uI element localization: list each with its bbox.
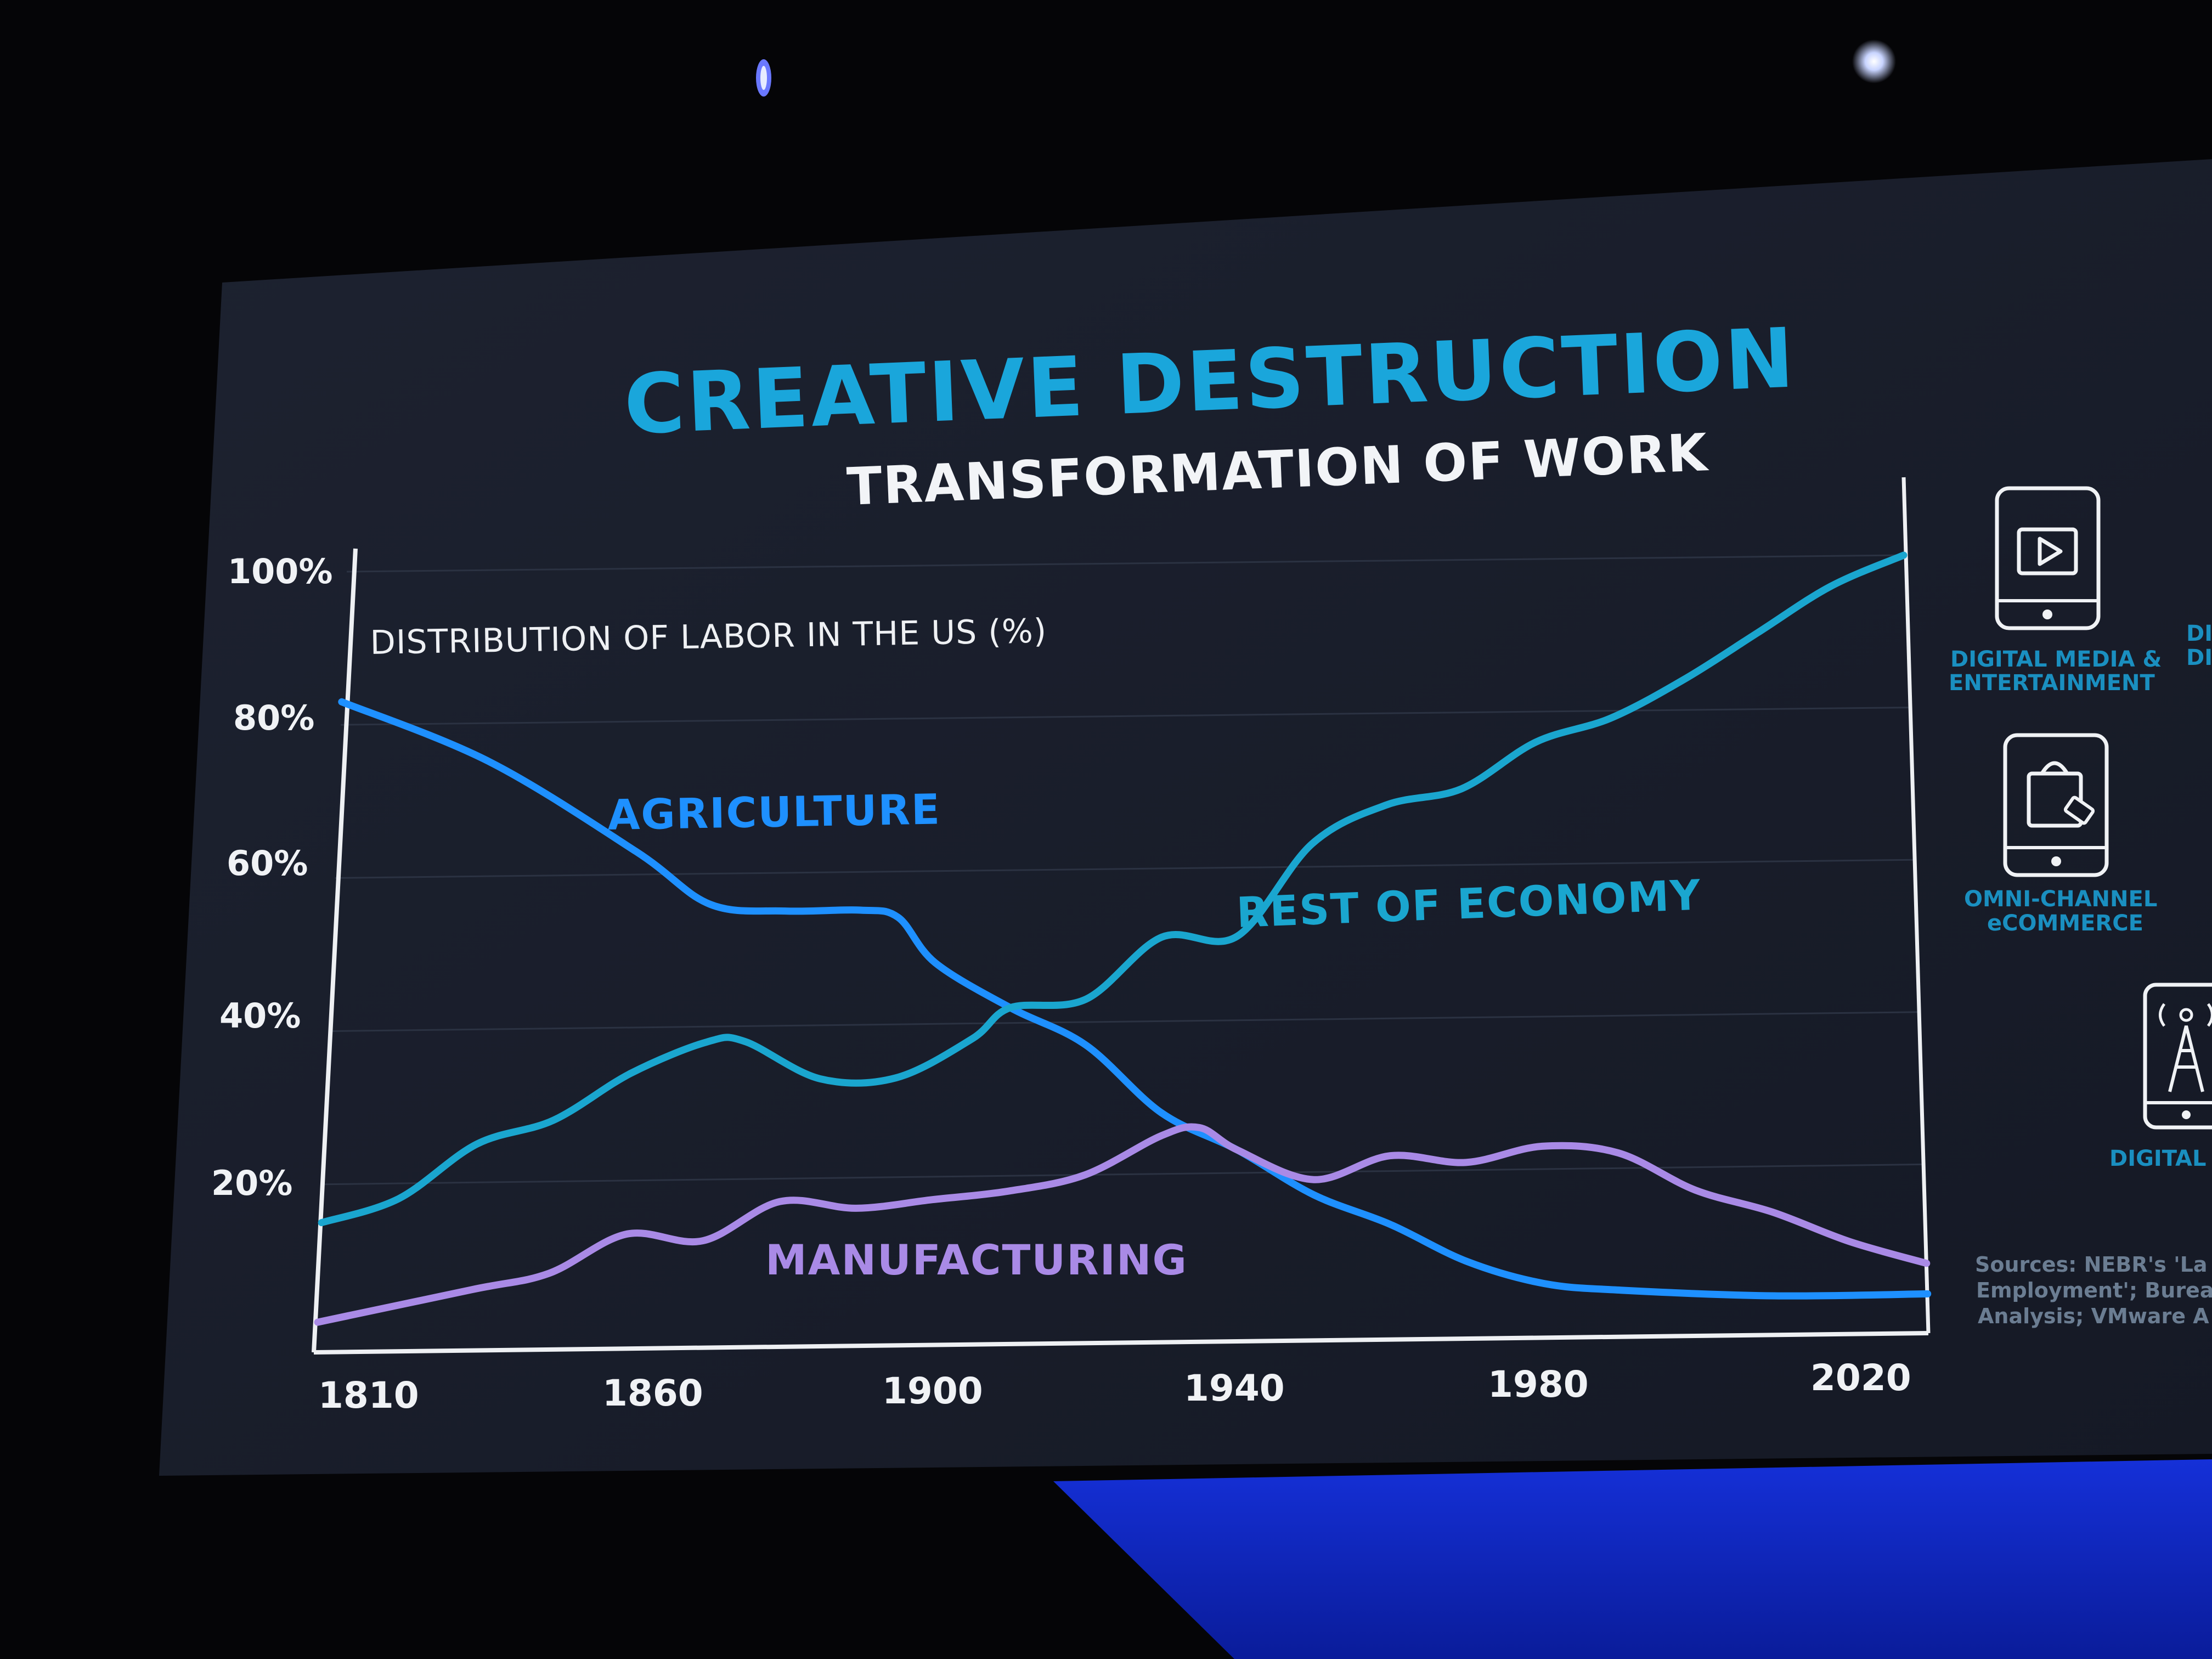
chart-series-lines: [314, 551, 1932, 1326]
labor-chart: DISTRIBUTION OF LABOR IN THE US (%) 20% …: [211, 477, 1932, 1417]
chart-right-border: [1901, 477, 1931, 1334]
series-label-agriculture: AGRICULTURE: [607, 785, 941, 839]
icon-tablet-play: DIGITAL MEDIA & ENTERTAINMENT: [1949, 486, 2162, 696]
chart-x-axis: [313, 1331, 1929, 1355]
stage-floor-glow: [1053, 1459, 2212, 1659]
tablet-antenna-icon: [2143, 983, 2212, 1130]
series-line-manufacturing: [314, 1123, 1931, 1326]
tablet-shopping-bag-icon: [2003, 733, 2109, 877]
y-tick-20: 20%: [211, 1163, 292, 1203]
y-tick-40: 40%: [219, 996, 301, 1036]
icon-label-commerce-1: OMNI-CHANNEL: [1964, 887, 2157, 912]
icon-label-media-1: DIGITAL MEDIA &: [1950, 647, 2162, 672]
y-tick-80: 80%: [233, 698, 314, 738]
clipped-label-fragment: DI: [2186, 645, 2212, 670]
x-tick-2020: 2020: [1810, 1357, 1911, 1399]
series-label-manufacturing: MANUFACTURING: [765, 1235, 1188, 1284]
sources-line-2: Employment'; Burea: [1976, 1278, 2212, 1302]
icon-label-digital: DIGITAL: [2109, 1146, 2206, 1171]
projection-screen: [159, 159, 2212, 1476]
x-tick-1940: 1940: [1184, 1367, 1285, 1409]
icon-tablet-antenna: DIGITAL: [2109, 983, 2212, 1171]
y-tick-60: 60%: [227, 843, 308, 883]
ceiling-light-core: [760, 66, 767, 90]
series-line-agriculture: [338, 698, 1932, 1300]
x-tick-1980: 1980: [1488, 1363, 1589, 1406]
y-tick-100: 100%: [228, 551, 333, 591]
sources-line-1: Sources: NEBR's 'La: [1975, 1252, 2208, 1277]
sources-line-3: Analysis; VMware A: [1978, 1304, 2209, 1328]
gridline-40: [329, 1011, 1919, 1032]
icon-label-media-2: ENTERTAINMENT: [1949, 670, 2155, 696]
x-tick-1810: 1810: [318, 1374, 419, 1417]
gridline-60: [335, 859, 1914, 879]
gridline-100: [346, 554, 1904, 573]
sources-note: Sources: NEBR's 'La Employment'; Burea A…: [1975, 1252, 2212, 1328]
chart-y-axis: [312, 548, 358, 1353]
series-line-rest-of-economy: [318, 551, 1908, 1227]
icon-tablet-shopping: OMNI-CHANNEL eCOMMERCE: [1964, 733, 2157, 936]
x-tick-1860: 1860: [602, 1372, 703, 1414]
icon-label-commerce-2: eCOMMERCE: [1987, 911, 2143, 936]
clipped-label-fragment: DI: [2186, 621, 2212, 646]
gridline-80: [341, 707, 1909, 726]
tablet-play-icon: [1995, 486, 2101, 630]
x-tick-1900: 1900: [882, 1370, 983, 1412]
stage-lamp-icon: [1852, 40, 1896, 83]
